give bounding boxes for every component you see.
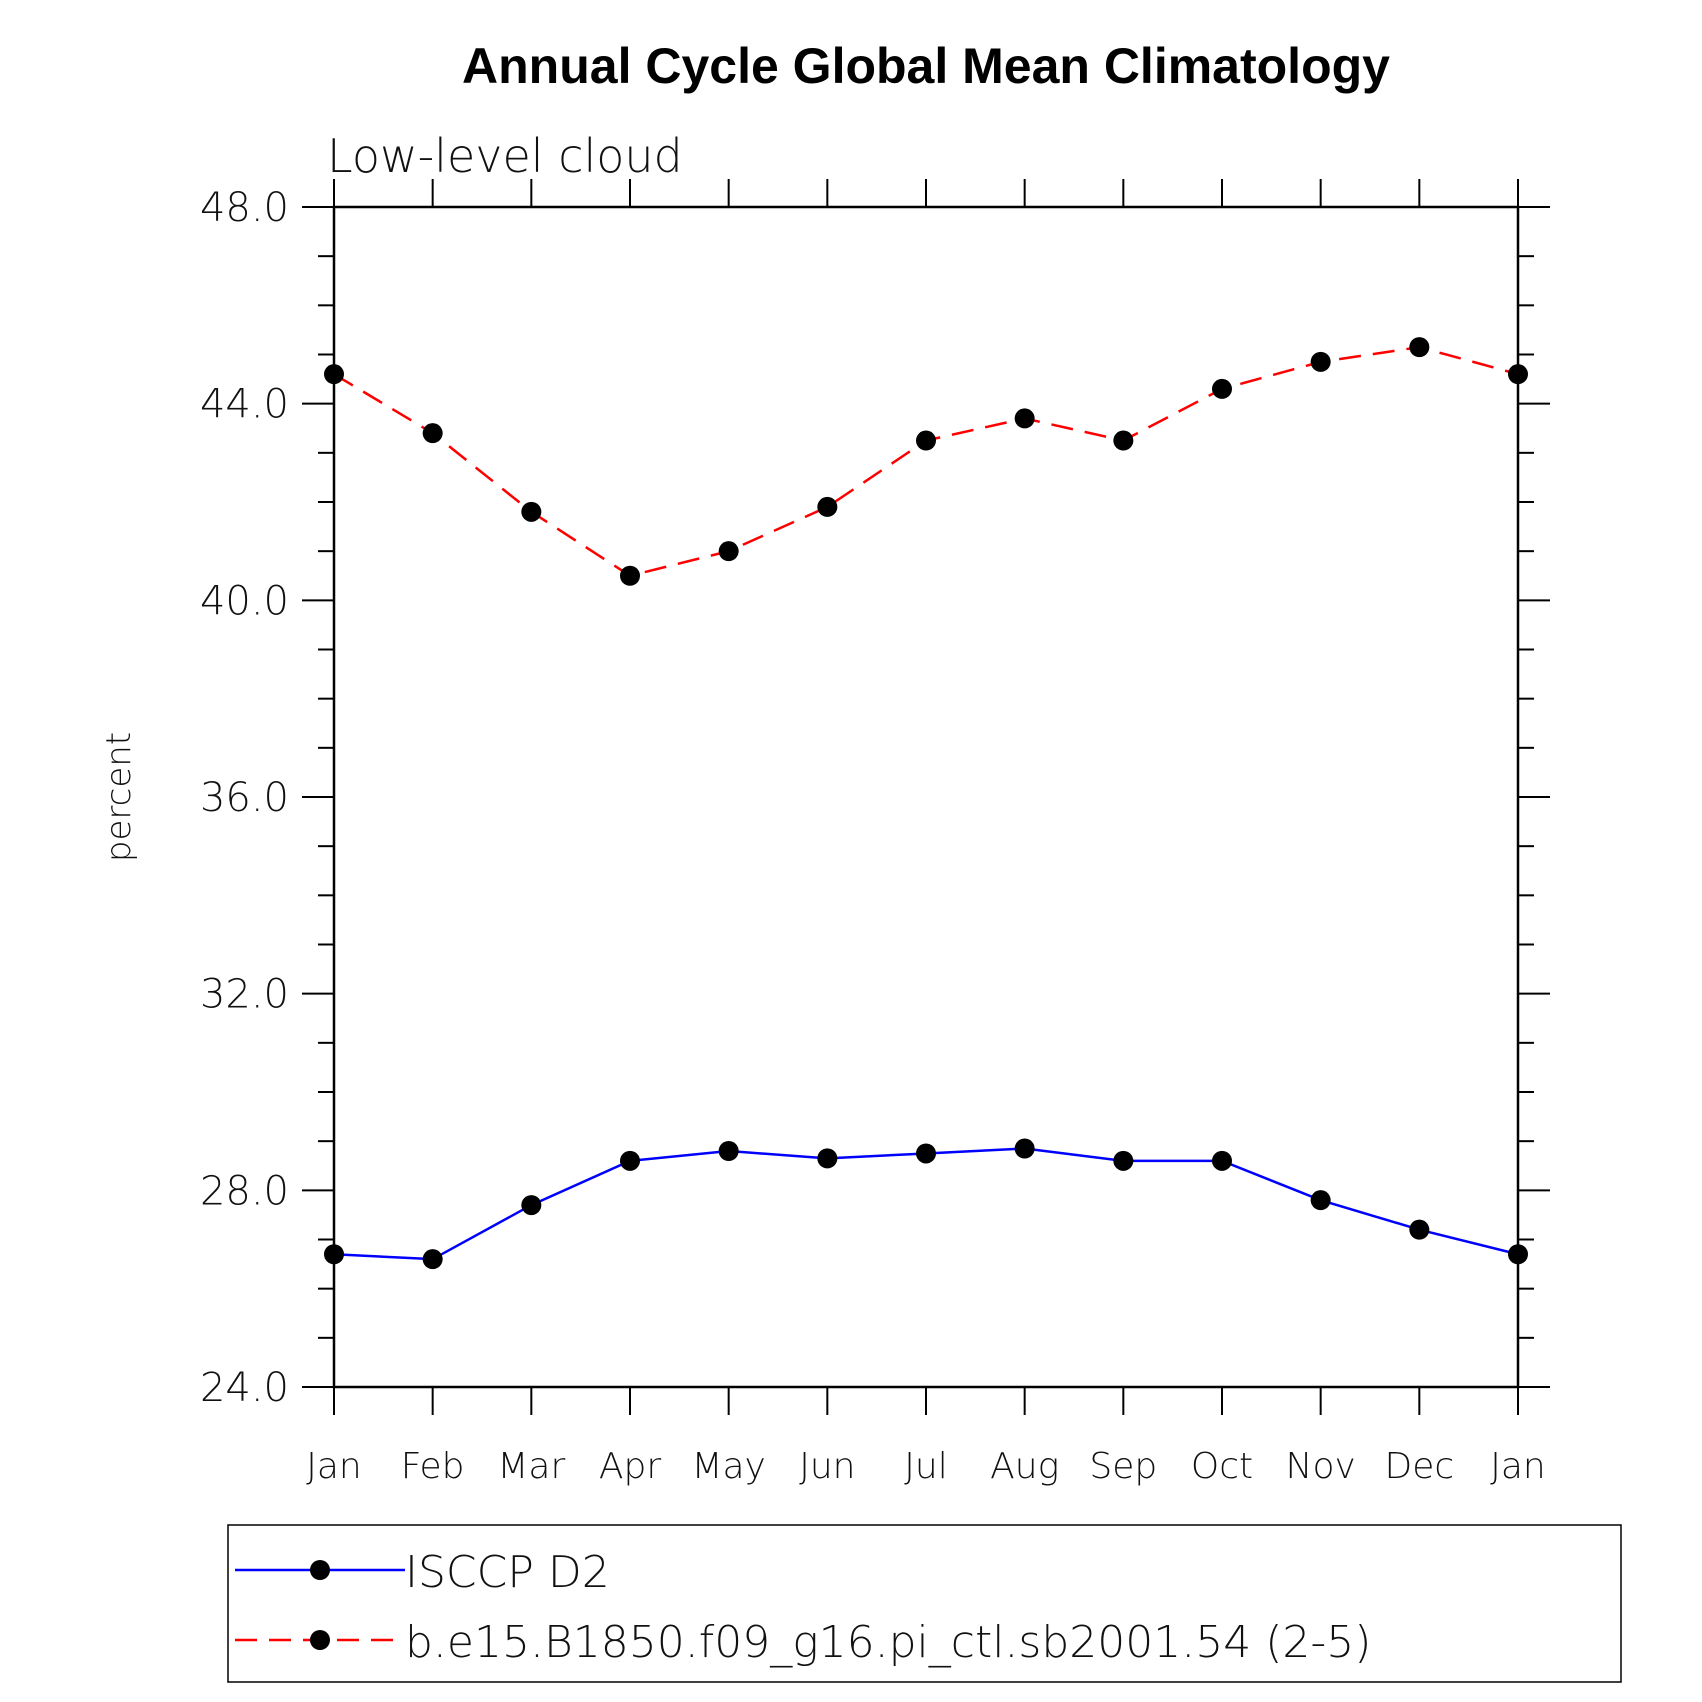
- x-tick-label: Dec: [1384, 1446, 1454, 1487]
- data-point: [718, 541, 739, 562]
- y-tick-labels: 24.0 28.0 32.0 36.0 40.0 44.0 48.0: [200, 185, 289, 1411]
- series-line: [333, 1147, 1519, 1261]
- legend-label-model: b.e15.B1850.f09_g16.pi_ctl.sb2001.54 (2-…: [405, 1617, 1371, 1668]
- legend-marker-model: [310, 1630, 330, 1650]
- plot-frame: [332, 205, 1520, 1389]
- x-tick-label: Jun: [799, 1446, 855, 1487]
- chart-title: Annual Cycle Global Mean Climatology: [462, 38, 1390, 94]
- data-point: [620, 1150, 640, 1171]
- data-point: [324, 364, 344, 385]
- data-point: [1113, 1150, 1134, 1171]
- data-point: [1508, 364, 1528, 385]
- data-point: [620, 565, 640, 586]
- data-point: [1014, 408, 1035, 429]
- series-layer: [324, 337, 1528, 1270]
- y-tick-label: 24.0: [200, 1365, 289, 1411]
- data-point: [422, 423, 443, 444]
- y-tick-label: 40.0: [200, 578, 289, 624]
- x-tick-label: Oct: [1191, 1446, 1253, 1487]
- data-point: [422, 1249, 443, 1270]
- data-point: [1014, 1138, 1035, 1159]
- x-tick-label: Nov: [1286, 1446, 1356, 1487]
- y-tick-label: 28.0: [200, 1168, 289, 1214]
- data-point: [1508, 1244, 1528, 1265]
- x-tick-label: Sep: [1089, 1446, 1157, 1487]
- chart-subtitle: Low-level cloud: [327, 129, 683, 183]
- legend-label-isccp: ISCCP D2: [405, 1547, 610, 1598]
- data-point: [324, 1244, 344, 1265]
- x-tick-label: Aug: [990, 1446, 1059, 1487]
- data-point: [1409, 337, 1430, 358]
- x-tick-label: Jul: [904, 1446, 947, 1487]
- x-tick-label: May: [691, 1446, 765, 1487]
- data-point: [817, 496, 838, 517]
- y-axis-label: percent: [99, 732, 139, 862]
- data-point: [916, 1143, 936, 1164]
- x-tick-label: Mar: [497, 1446, 565, 1487]
- x-tick-label: Feb: [401, 1446, 465, 1487]
- data-point: [1113, 430, 1134, 451]
- data-point: [1409, 1219, 1430, 1240]
- x-tick-labels: Jan Feb Mar Apr May Jun Jul Aug Sep Oct Nov Dec Jan: [306, 1446, 1546, 1487]
- legend-box: [227, 1524, 1622, 1683]
- legend-marker-isccp: [310, 1560, 330, 1580]
- data-point: [521, 1195, 542, 1216]
- data-point: [1310, 351, 1331, 372]
- x-tick-label: Jan: [1490, 1446, 1546, 1487]
- data-point: [916, 430, 936, 451]
- data-point: [718, 1141, 739, 1161]
- data-point: [521, 501, 542, 522]
- data-point: [817, 1148, 838, 1169]
- y-tick-label: 36.0: [200, 775, 289, 821]
- legend: ISCCP D2 b.e15.B1850.f09_g16.pi_ctl.sb20…: [227, 1524, 1622, 1683]
- y-tick-label: 48.0: [200, 185, 289, 231]
- x-tick-label: Jan: [306, 1446, 362, 1487]
- x-tick-label: Apr: [599, 1446, 661, 1487]
- y-tick-label: 32.0: [200, 972, 289, 1018]
- data-point: [1212, 378, 1232, 399]
- data-point: [1212, 1150, 1232, 1171]
- series-line: [333, 345, 1519, 578]
- axis-ticks: [302, 179, 1550, 1415]
- data-point: [1310, 1190, 1331, 1211]
- y-tick-label: 44.0: [200, 382, 289, 428]
